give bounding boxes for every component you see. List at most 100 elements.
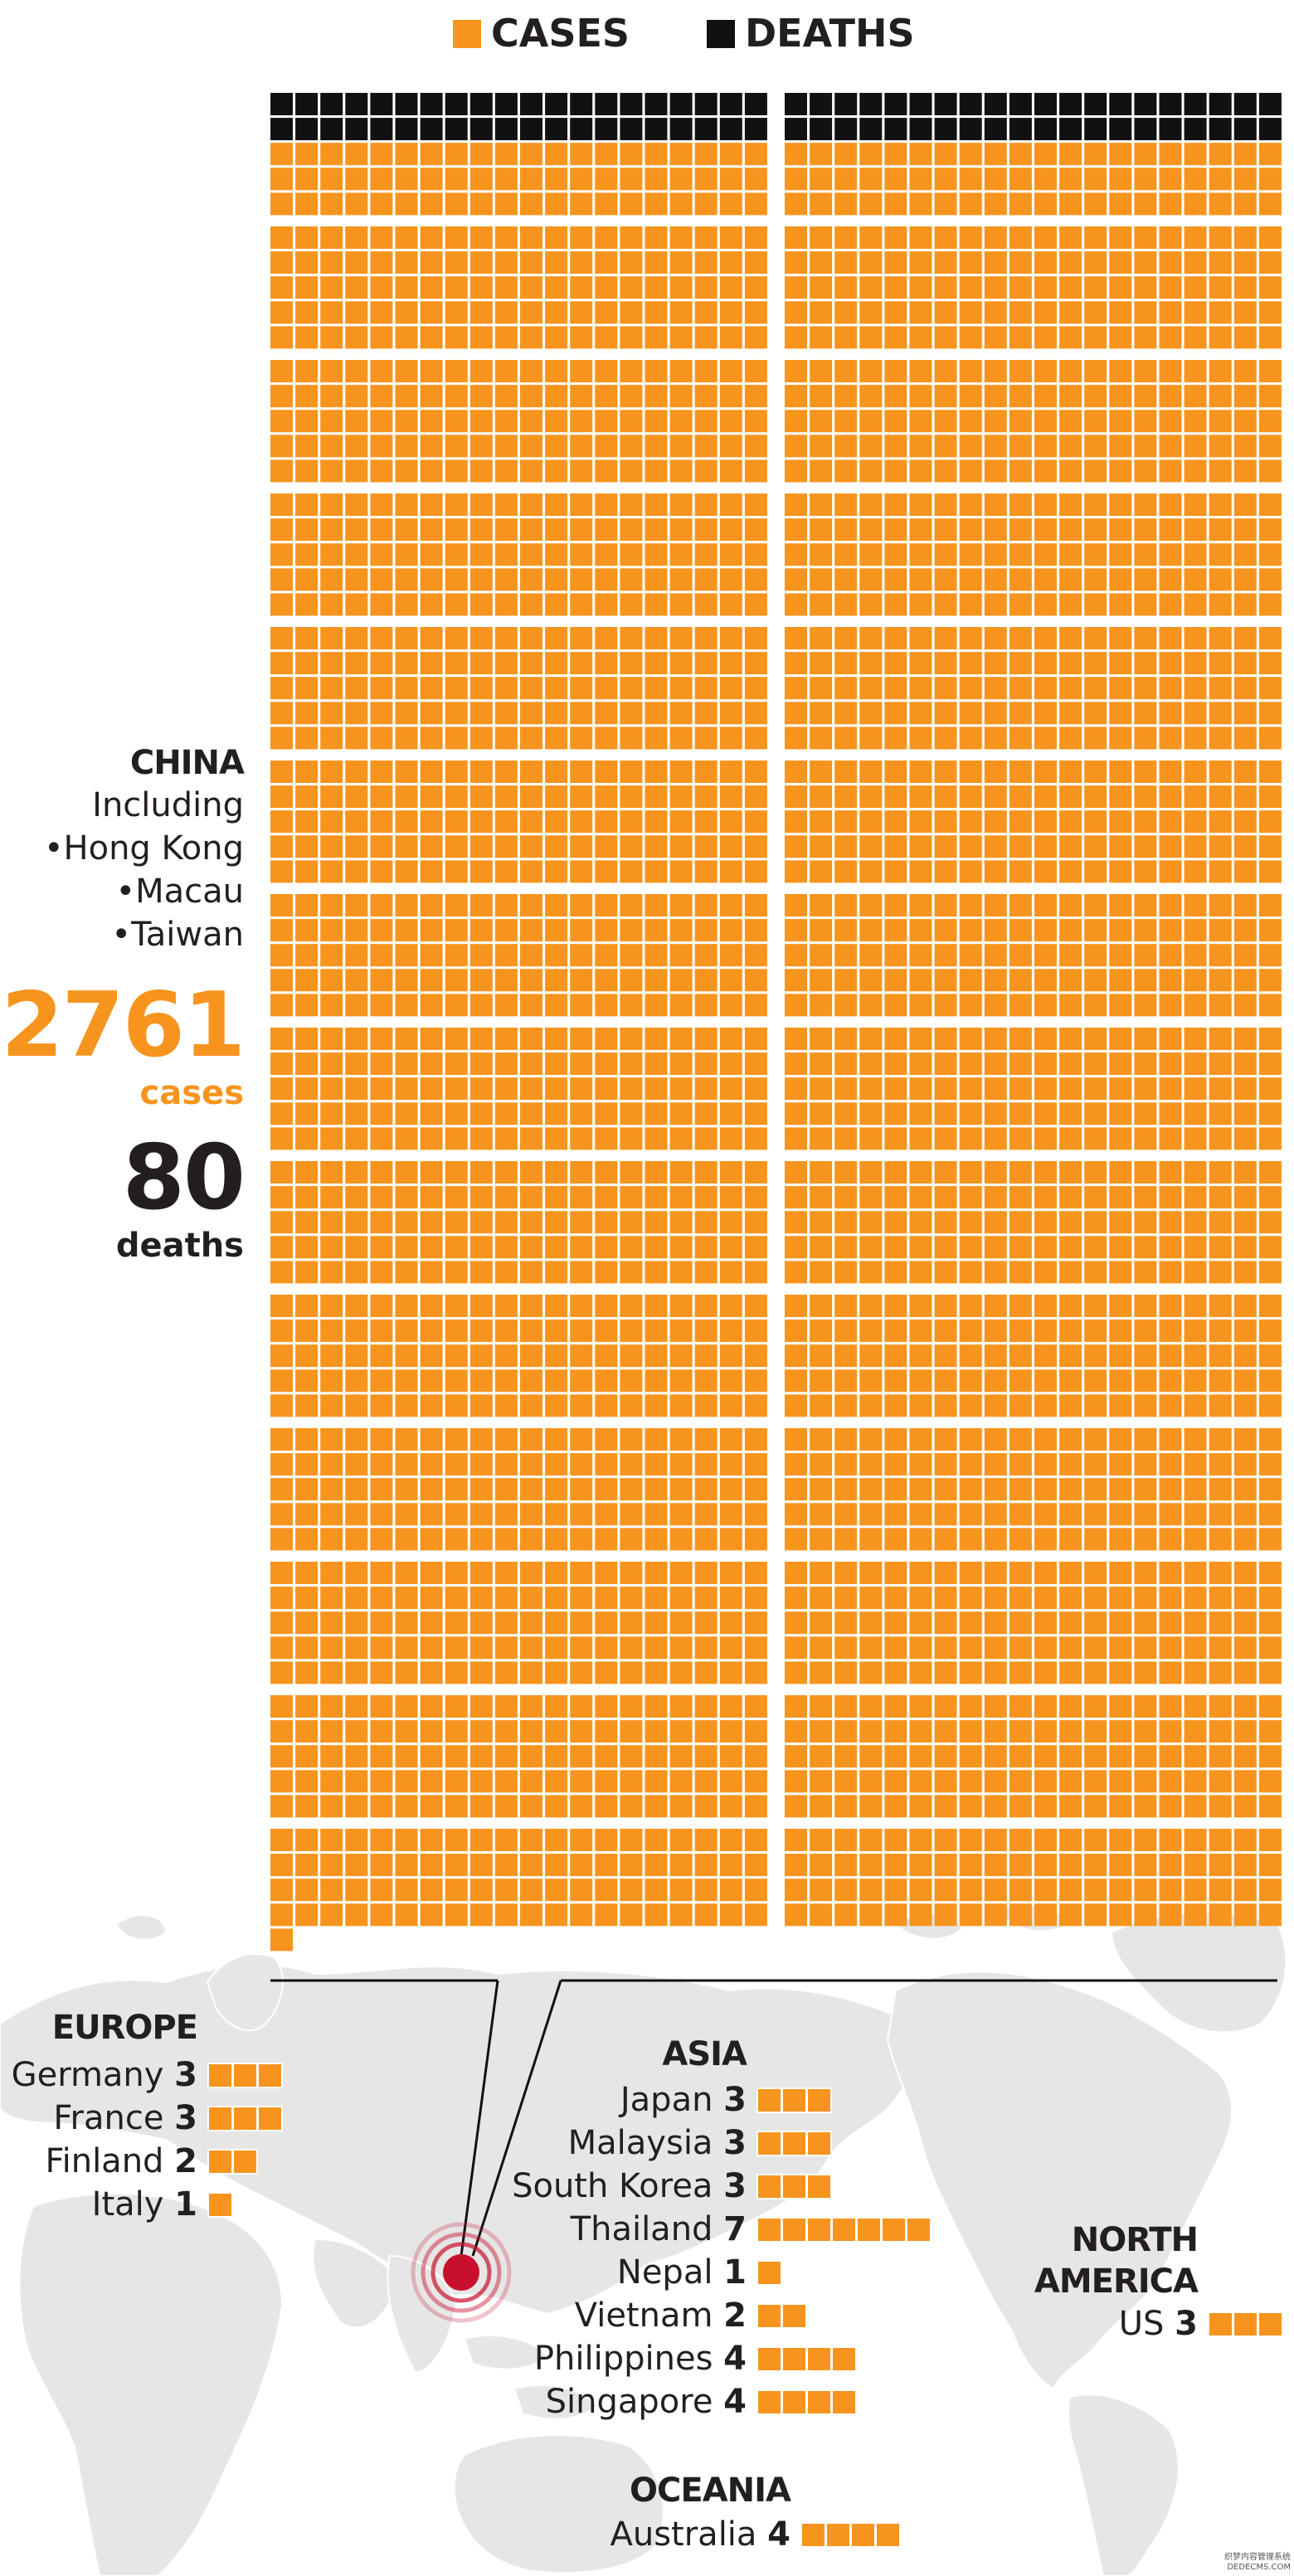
case-square — [834, 593, 858, 616]
case-square — [909, 385, 932, 408]
case-square — [884, 1587, 907, 1610]
case-square — [570, 1661, 593, 1684]
case-square — [645, 1562, 668, 1584]
case-square — [669, 1186, 693, 1209]
case-square — [1084, 1636, 1107, 1660]
case-square — [494, 518, 518, 542]
case-square — [420, 493, 443, 516]
case-square — [520, 1745, 542, 1768]
case-square — [1159, 1320, 1182, 1343]
case-square — [345, 360, 368, 382]
case-square — [620, 810, 643, 834]
case-square — [1009, 1052, 1032, 1076]
case-square — [834, 1795, 858, 1818]
case-square — [595, 1077, 618, 1101]
case-square — [744, 785, 767, 809]
case-square — [420, 1052, 443, 1076]
case-square — [395, 1562, 418, 1584]
case-square — [395, 192, 418, 216]
case-square — [469, 1453, 493, 1476]
case-square — [719, 994, 742, 1017]
case-square — [959, 702, 982, 725]
case-square — [934, 944, 957, 967]
case-square — [744, 761, 767, 783]
case-square — [445, 919, 468, 942]
case-square — [884, 1854, 907, 1877]
case-square — [270, 568, 293, 591]
case-square — [620, 1879, 643, 1902]
case-square — [445, 835, 468, 858]
case-square — [1034, 652, 1057, 675]
case-square — [445, 1028, 468, 1050]
case-square — [1109, 518, 1132, 542]
case-square — [395, 627, 418, 649]
case-square — [1159, 410, 1182, 433]
death-square — [834, 118, 858, 141]
case-square — [270, 410, 293, 433]
case-square — [744, 1211, 767, 1234]
case-square — [1059, 410, 1082, 433]
case-square — [520, 1161, 542, 1184]
case-square — [1159, 568, 1182, 591]
case-square — [1109, 944, 1132, 967]
case-square — [1159, 192, 1182, 216]
case-square — [1209, 326, 1232, 349]
case-square — [1034, 301, 1057, 324]
case-square — [1084, 1077, 1107, 1101]
case-square — [934, 1453, 957, 1476]
case-square — [494, 459, 518, 483]
case-square — [785, 1636, 807, 1660]
case-square — [1009, 1854, 1032, 1877]
case-square — [295, 1770, 319, 1793]
case-square — [295, 385, 319, 408]
case-square — [1159, 727, 1182, 750]
case-square — [834, 168, 858, 191]
case-square — [595, 860, 618, 883]
case-square — [884, 1903, 907, 1927]
case-square — [270, 1879, 293, 1902]
case-square — [545, 1562, 568, 1584]
case-square — [859, 593, 883, 616]
case-square — [810, 1261, 833, 1284]
case-square — [785, 1102, 807, 1125]
case-square — [884, 810, 907, 834]
case-square — [270, 1562, 293, 1584]
case-square — [1109, 1127, 1132, 1150]
case-square — [1258, 785, 1282, 809]
case-square — [1034, 1261, 1057, 1284]
case-square — [645, 593, 668, 616]
case-square — [545, 761, 568, 783]
case-square — [785, 1478, 807, 1501]
case-square — [1009, 518, 1032, 542]
case-square — [494, 1028, 518, 1050]
case-square — [1258, 1503, 1282, 1526]
case-square — [1009, 1795, 1032, 1818]
case-square — [744, 994, 767, 1017]
case-square — [320, 860, 343, 883]
case-square — [1084, 276, 1107, 299]
case-square — [620, 1077, 643, 1101]
case-square — [1059, 1562, 1082, 1584]
case-square — [420, 1453, 443, 1476]
case-square — [445, 410, 468, 433]
case-square — [1034, 1320, 1057, 1343]
case-square — [1009, 894, 1032, 916]
case-square — [494, 226, 518, 249]
case-square — [420, 1295, 443, 1317]
case-square — [834, 994, 858, 1017]
case-square — [295, 1344, 319, 1368]
case-square — [620, 1587, 643, 1610]
case-square — [1134, 1102, 1157, 1125]
case-square — [445, 1745, 468, 1768]
case-square — [420, 1344, 443, 1368]
case-square — [744, 435, 767, 458]
case-square — [494, 1770, 518, 1793]
case-square — [270, 143, 293, 166]
case-square — [345, 727, 368, 750]
case-square — [694, 568, 718, 591]
case-square — [494, 835, 518, 858]
case-square — [320, 1562, 343, 1584]
case-square — [232, 2063, 258, 2088]
case-square — [295, 192, 319, 216]
case-square — [959, 1903, 982, 1927]
